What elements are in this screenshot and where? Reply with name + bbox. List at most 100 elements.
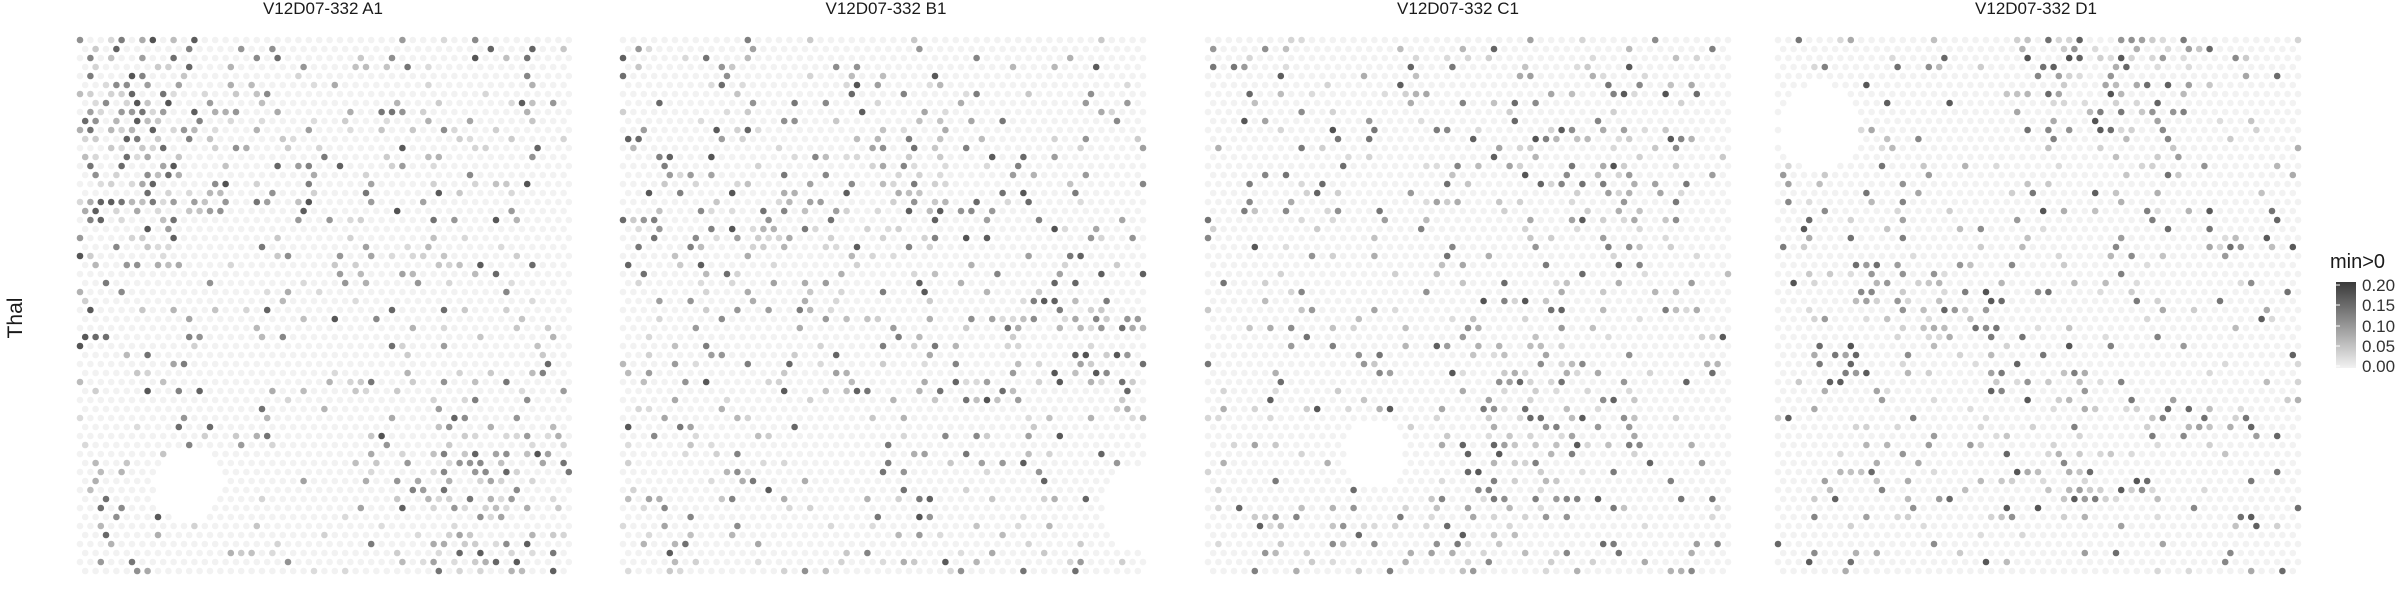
spot-0-637 [279,153,287,161]
spot-1-1109 [1124,225,1131,233]
spot-1-2071 [624,405,632,413]
spot-0-2623 [128,540,136,548]
spot-1-1897 [916,369,923,377]
spot-1-381 [905,99,913,107]
spot-1-830 [848,180,856,188]
spot-0-542 [279,135,287,143]
spot-0-885 [388,198,396,206]
spot-1-615 [713,144,720,152]
spot-0-153 [185,63,193,71]
spot-0-2302 [461,468,469,476]
spot-1-950 [1046,198,1053,206]
spot-0-2444 [211,504,219,512]
spot-0-2119 [378,432,385,440]
spot-0-1790 [414,369,422,377]
spot-1-658 [635,153,642,161]
spot-1-39 [1025,36,1032,44]
spot-0-1232 [539,261,547,269]
spot-1-1706 [1030,333,1038,341]
spot-0-321 [451,90,458,98]
spot-1-1185 [864,243,871,251]
spot-1-875 [791,189,798,197]
spot-0-2624 [139,540,146,548]
spot-0-477 [97,126,105,134]
spot-0-746 [425,171,432,179]
spot-0-2348 [518,477,526,485]
spot-0-2649 [399,540,406,548]
spot-0-1465 [492,306,500,314]
spot-1-1334 [838,270,845,278]
spot-0-803 [523,180,531,188]
spot-0-1644 [378,342,385,350]
spot-0-2074 [404,423,411,431]
spot-0-2467 [451,504,458,512]
spot-0-877 [305,198,313,206]
spot-1-1412 [1124,279,1131,287]
spot-0-2216 [440,450,448,458]
spot-1-34 [973,36,980,44]
spot-0-767 [149,180,157,188]
spot-0-2559 [451,522,458,530]
spot-1-927 [806,198,814,206]
spot-1-1588 [853,315,861,323]
spot-0-1909 [170,396,177,404]
spot-0-1246 [191,270,198,278]
spot-1-511 [682,126,689,134]
spot-1-1104 [1072,225,1079,233]
spot-0-612 [513,144,521,152]
spot-1-1264 [635,261,642,269]
spot-1-640 [973,144,980,152]
spot-0-1485 [206,315,214,323]
spot-1-1518 [650,306,658,314]
spot-0-785 [336,180,344,188]
spot-0-1114 [300,243,307,251]
spot-0-1824 [274,378,281,386]
spot-0-1091 [555,234,562,242]
spot-0-1133 [497,243,505,251]
spot-0-1985 [466,405,474,413]
spot-1-1868 [1139,360,1147,368]
spot-0-2101 [191,432,198,440]
spot-1-2155 [973,414,980,422]
spot-0-1321 [477,279,484,287]
spot-0-1481 [165,315,172,323]
spot-0-667 [97,162,105,170]
spot-0-1419 [508,297,515,305]
spot-0-1714 [118,360,125,368]
spot-1-1220 [702,252,710,260]
spot-0-1817 [201,378,209,386]
spot-1-841 [962,180,970,188]
spot-0-2314 [92,477,99,485]
spot-0-1632 [253,342,261,350]
spot-1-114 [754,54,762,62]
spot-1-961 [635,207,642,215]
spot-0-2259 [445,459,453,467]
spot-0-2491 [237,513,245,521]
spot-0-2712 [560,549,567,557]
spot-1-855 [1108,180,1116,188]
spot-1-89 [1020,45,1027,53]
spot-0-1125 [414,243,422,251]
spot-0-2321 [237,477,245,485]
spot-0-1812 [149,378,157,386]
spot-1-734 [900,162,908,170]
spot-1-1090 [926,225,934,233]
spot-1-385 [947,99,954,107]
spot-0-406 [347,108,354,116]
spot-1-1454 [1035,288,1043,296]
spot-0-2420 [404,495,411,503]
spot-0-157 [227,63,235,71]
spot-0-2501 [341,513,349,521]
spot-1-336 [962,90,970,98]
spot-0-1427 [97,306,105,314]
spot-0-471 [529,117,536,125]
spot-0-1835 [388,378,396,386]
spot-1-490 [988,117,996,125]
spot-0-1548 [367,324,375,332]
spot-0-2636 [263,540,271,548]
spot-0-1549 [378,324,385,332]
spot-0-298 [211,90,219,98]
spot-0-1482 [175,315,183,323]
spot-0-2401 [144,495,151,503]
spot-0-127 [409,54,417,62]
